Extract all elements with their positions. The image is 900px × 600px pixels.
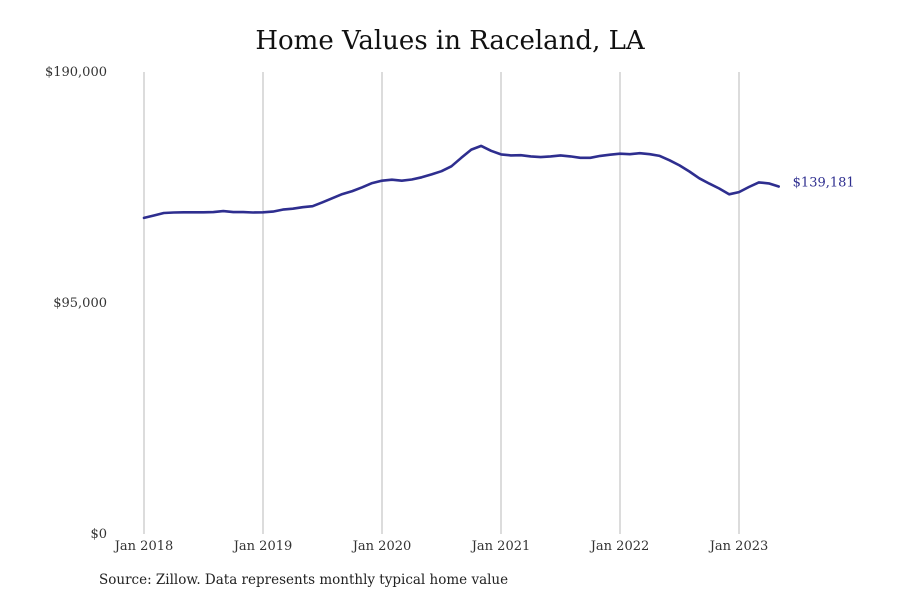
x-axis: Jan 2018 Jan 2019 Jan 2020 Jan 2021 Jan 2022… bbox=[113, 539, 769, 554]
chart-title: Home Values in Raceland, LA bbox=[255, 26, 645, 56]
series-line bbox=[142, 144, 781, 220]
y-tick-label: $0 bbox=[90, 527, 107, 542]
x-tick-label: Jan 2021 bbox=[470, 539, 531, 554]
x-tick-label: Jan 2019 bbox=[232, 539, 293, 554]
end-value-label: $139,181 bbox=[793, 176, 855, 191]
gridlines bbox=[143, 72, 740, 534]
y-axis: $0 $95,000 $190,000 bbox=[45, 65, 107, 542]
x-tick-label: Jan 2018 bbox=[113, 539, 174, 554]
y-tick-label: $190,000 bbox=[45, 65, 107, 80]
series-lines bbox=[142, 144, 781, 220]
data-labels: $139,181 bbox=[793, 176, 855, 191]
y-tick-label: $95,000 bbox=[53, 296, 107, 311]
x-tick-label: Jan 2023 bbox=[708, 539, 769, 554]
source-note: Source: Zillow. Data represents monthly … bbox=[99, 572, 509, 588]
x-tick-label: Jan 2020 bbox=[351, 539, 412, 554]
x-tick-label: Jan 2022 bbox=[589, 539, 650, 554]
